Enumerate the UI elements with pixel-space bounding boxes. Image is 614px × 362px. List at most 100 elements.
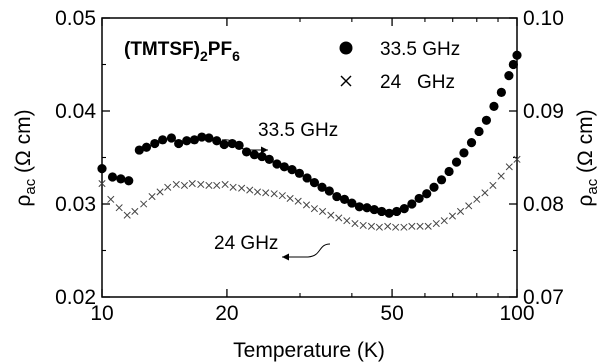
- point-24ghz: [271, 191, 277, 197]
- point-24ghz: [181, 182, 187, 188]
- point-24ghz: [157, 189, 163, 195]
- point-33-5ghz: [116, 174, 125, 183]
- point-24ghz: [433, 220, 439, 226]
- point-24ghz: [336, 215, 342, 221]
- annotation-arrow-24ghz: [282, 244, 330, 257]
- annotation-33-5ghz: 33.5 GHz: [258, 120, 338, 141]
- legend-marker-33-5ghz: [340, 42, 353, 55]
- y-left-tick-label: 0.04: [55, 100, 96, 123]
- point-24ghz: [344, 218, 350, 224]
- point-24ghz: [295, 198, 301, 204]
- y-left-tick-label: 0.05: [55, 7, 96, 30]
- point-24ghz: [206, 182, 212, 188]
- point-33-5ghz: [509, 60, 518, 69]
- point-24ghz: [214, 182, 220, 188]
- point-24ghz: [279, 192, 285, 198]
- annotation-24ghz: 24 GHz: [214, 233, 278, 254]
- point-33-5ghz: [422, 189, 431, 198]
- point-24ghz: [230, 184, 236, 190]
- point-33-5ghz: [497, 88, 506, 97]
- point-24ghz: [222, 181, 228, 187]
- y-right-tick-label: 0.07: [523, 286, 564, 309]
- point-33-5ghz: [295, 169, 304, 178]
- point-33-5ghz: [429, 183, 438, 192]
- point-24ghz: [254, 189, 260, 195]
- y-right-tick-label: 0.09: [523, 100, 564, 123]
- point-33-5ghz: [265, 155, 274, 164]
- point-24ghz: [401, 224, 407, 230]
- point-24ghz: [319, 208, 325, 214]
- point-33-5ghz: [158, 135, 167, 144]
- point-24ghz: [490, 182, 496, 188]
- point-33-5ghz: [482, 116, 491, 125]
- point-24ghz: [262, 190, 268, 196]
- point-24ghz: [449, 213, 455, 219]
- point-24ghz: [124, 212, 130, 218]
- point-24ghz: [189, 180, 195, 186]
- point-24ghz: [303, 202, 309, 208]
- point-24ghz: [287, 195, 293, 201]
- point-33-5ghz: [444, 167, 453, 176]
- point-24ghz: [457, 208, 463, 214]
- point-33-5ghz: [415, 194, 424, 203]
- point-24ghz: [368, 223, 374, 229]
- point-24ghz: [352, 220, 358, 226]
- point-24ghz: [140, 201, 146, 207]
- point-24ghz: [392, 224, 398, 230]
- point-24ghz: [108, 196, 114, 202]
- point-33-5ghz: [174, 139, 183, 148]
- point-24ghz: [384, 223, 390, 229]
- point-24ghz: [360, 222, 366, 228]
- legend-label-24ghz: 24 GHz: [380, 72, 455, 93]
- point-24ghz: [328, 212, 334, 218]
- point-24ghz: [409, 223, 415, 229]
- point-33-5ghz: [474, 127, 483, 136]
- y-axis-title-left: ρac (Ω cm): [12, 109, 39, 206]
- point-24ghz: [498, 173, 504, 179]
- point-24ghz: [441, 218, 447, 224]
- x-axis-title: Temperature (K): [233, 339, 385, 362]
- point-33-5ghz: [325, 186, 334, 195]
- compound-label: (TMTSF)2PF6: [124, 39, 240, 64]
- point-24ghz: [198, 181, 204, 187]
- point-33-5ghz: [220, 140, 229, 149]
- point-33-5ghz: [407, 199, 416, 208]
- point-24ghz: [173, 181, 179, 187]
- point-24ghz: [417, 223, 423, 229]
- legend-marker-24ghz: [341, 76, 351, 86]
- point-24ghz: [474, 196, 480, 202]
- point-33-5ghz: [459, 148, 468, 157]
- point-24ghz: [311, 205, 317, 211]
- point-24ghz: [425, 223, 431, 229]
- point-24ghz: [116, 205, 122, 211]
- y-left-tick-label: 0.02: [55, 286, 96, 309]
- y-left-tick-label: 0.03: [55, 193, 96, 216]
- point-33-5ghz: [504, 71, 513, 80]
- y-right-tick-label: 0.10: [523, 7, 564, 30]
- point-33-5ghz: [467, 138, 476, 147]
- point-24ghz: [132, 208, 138, 214]
- point-33-5ghz: [108, 172, 117, 181]
- point-24ghz: [238, 185, 244, 191]
- point-33-5ghz: [97, 164, 106, 173]
- point-24ghz: [165, 184, 171, 190]
- point-33-5ghz: [437, 175, 446, 184]
- point-33-5ghz: [124, 176, 133, 185]
- y-right-tick-label: 0.08: [523, 193, 564, 216]
- y-axis-title-right: ρac (Ω cm): [574, 109, 601, 206]
- annotation-arrowhead-33-5ghz: [261, 147, 268, 154]
- point-33-5ghz: [142, 143, 151, 152]
- point-33-5ghz: [150, 139, 159, 148]
- legend: 33.5 GHz 24 GHz: [340, 39, 461, 93]
- point-24ghz: [247, 187, 253, 193]
- x-tick-label: 20: [215, 302, 238, 325]
- annotation-arrowhead-24ghz: [282, 254, 289, 261]
- point-33-5ghz: [512, 51, 521, 60]
- point-33-5ghz: [167, 133, 176, 142]
- legend-label-33-5ghz: 33.5 GHz: [380, 39, 460, 60]
- point-24ghz: [506, 164, 512, 170]
- point-33-5ghz: [310, 178, 319, 187]
- point-33-5ghz: [489, 102, 498, 111]
- point-33-5ghz: [452, 158, 461, 167]
